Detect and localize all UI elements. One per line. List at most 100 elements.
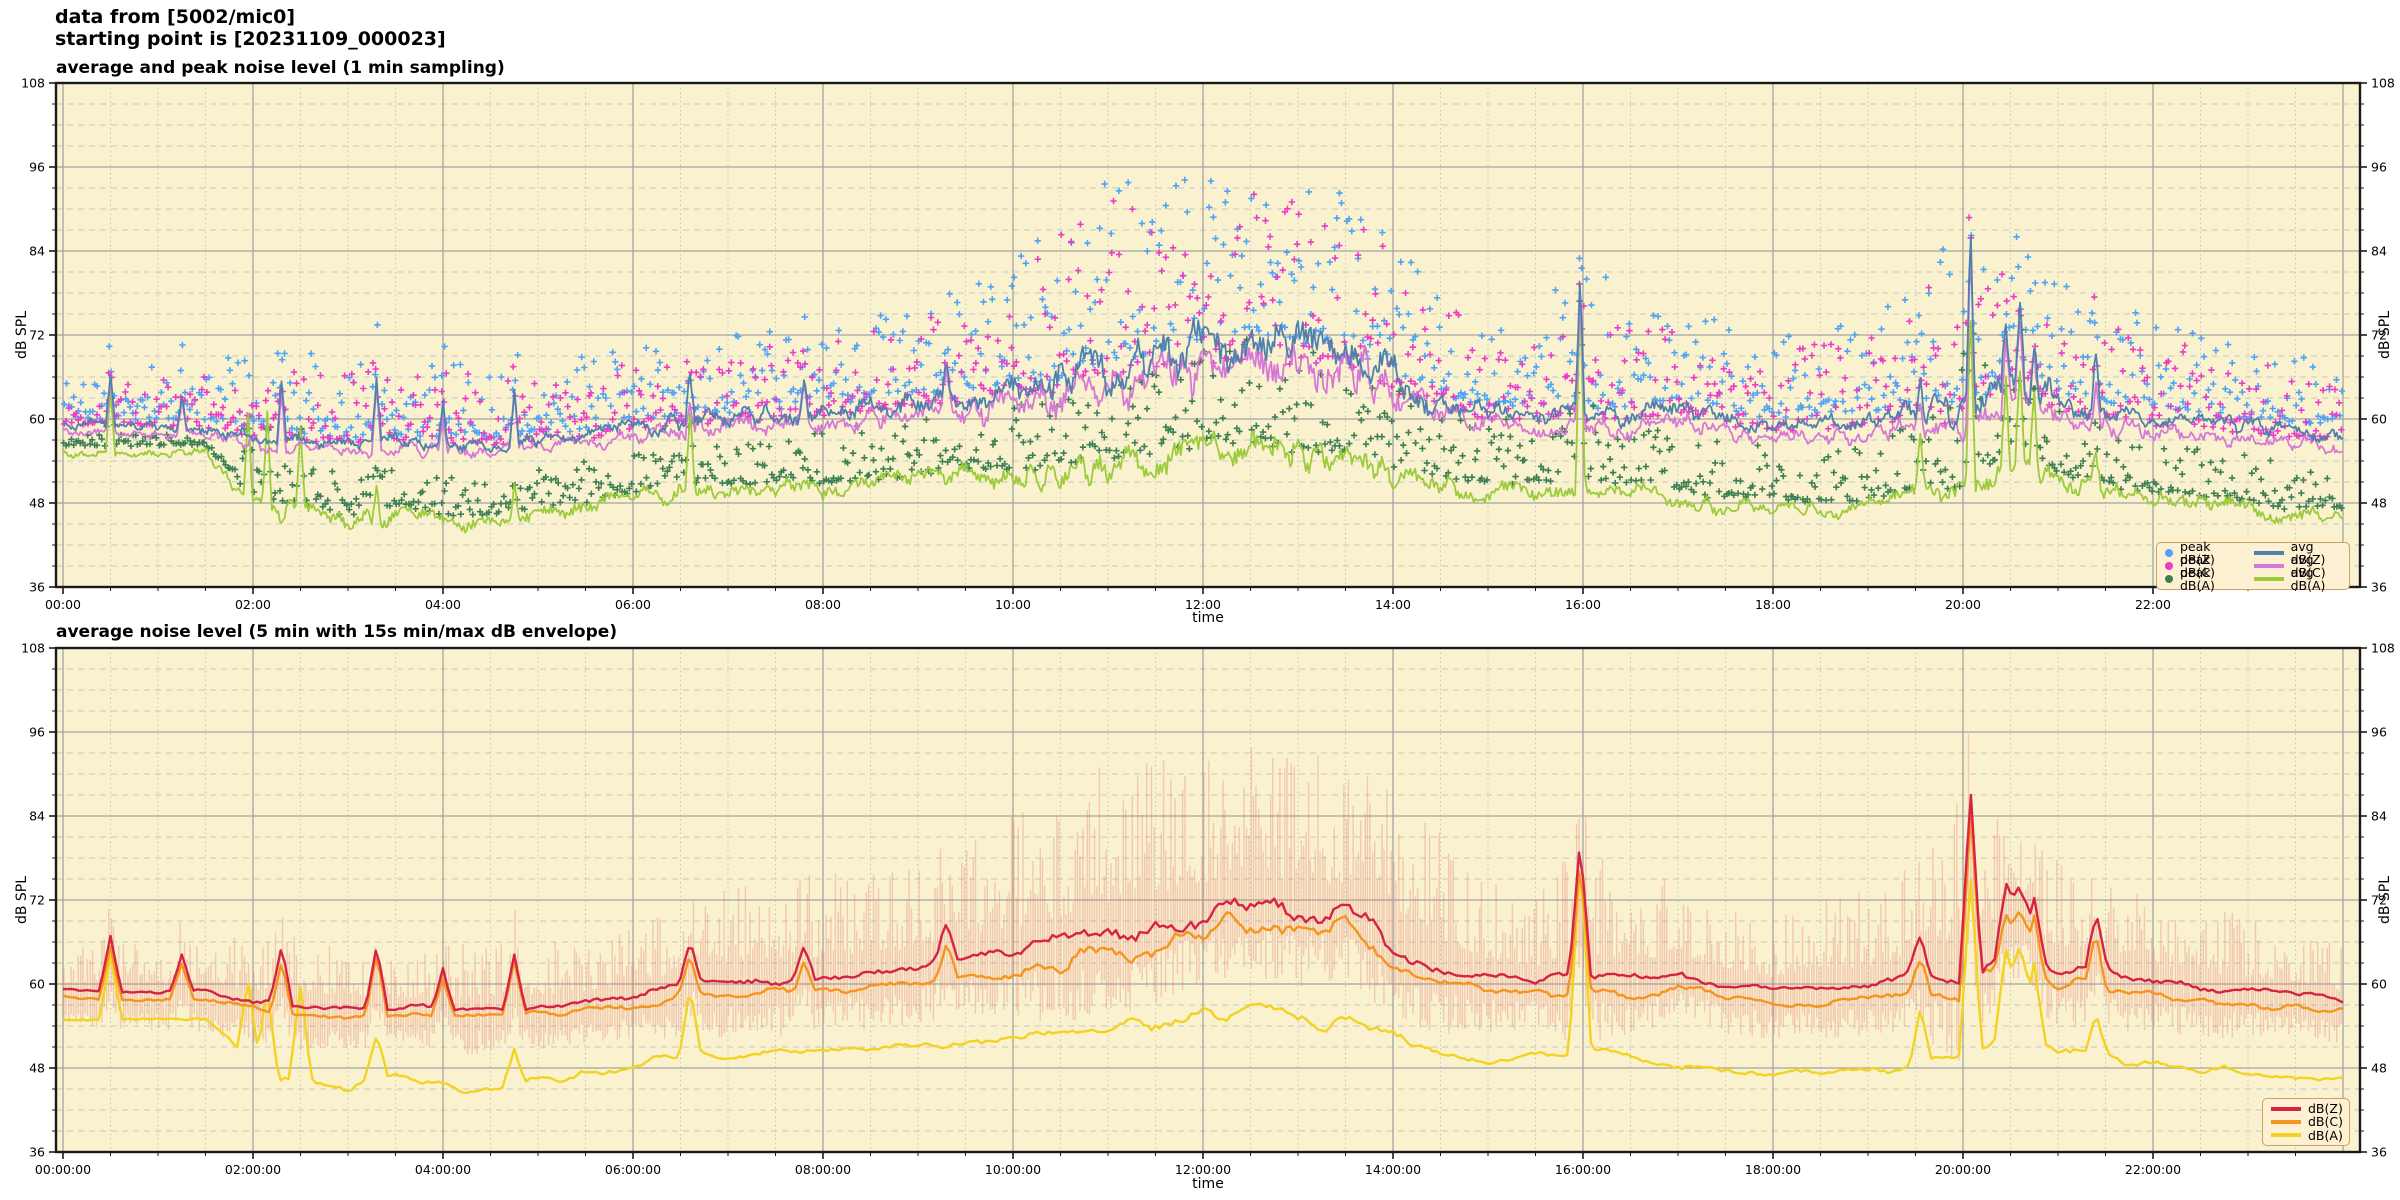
legend-col-peak: peak dB(Z) peak dB(C) peak dB(A) — [2165, 540, 2240, 592]
ytick-label-right: 36 — [2371, 580, 2387, 595]
xtick-label: 16:00:00 — [1555, 1162, 1611, 1177]
bottom-ylabel-right: dB SPL — [2377, 875, 2393, 925]
legend-label: dB(C) — [2308, 1114, 2343, 1130]
xtick-label: 20:00:00 — [1935, 1162, 1991, 1177]
ytick-label-right: 48 — [2371, 1061, 2387, 1076]
legend-col-5min: dB(Z) dB(C) dB(A) — [2271, 1102, 2343, 1142]
ytick-label: 36 — [29, 1145, 45, 1160]
ytick-label: 48 — [29, 1061, 45, 1076]
ytick-label-right: 48 — [2371, 496, 2387, 511]
ytick-label: 108 — [21, 641, 45, 656]
ytick-label-right: 84 — [2371, 244, 2387, 259]
xtick-label: 08:00 — [805, 597, 841, 612]
top-xlabel: time — [1192, 610, 1224, 626]
ytick-label-right: 108 — [2371, 76, 2395, 91]
ytick-label: 72 — [29, 893, 45, 908]
legend-item-peak-dbc: peak dB(C) — [2165, 553, 2240, 579]
ytick-label: 84 — [29, 244, 45, 259]
xtick-label: 00:00 — [45, 597, 81, 612]
xtick-label: 10:00 — [995, 597, 1031, 612]
peak-dbz-marker-icon — [2165, 548, 2173, 557]
ytick-label-right: 72 — [2371, 893, 2387, 908]
xtick-label: 02:00:00 — [225, 1162, 281, 1177]
bottom-chart-series — [62, 734, 2344, 1095]
xtick-label: 06:00:00 — [605, 1162, 661, 1177]
bottom-xlabel: time — [1192, 1176, 1224, 1192]
top-ylabel-left: dB SPL — [14, 310, 30, 360]
ytick-label-right: 96 — [2371, 725, 2387, 740]
ytick-label-right: 60 — [2371, 977, 2387, 992]
xtick-label: 16:00 — [1565, 597, 1601, 612]
legend-item-avg-dba: avg dB(A) — [2253, 566, 2341, 592]
peak-dba-marker-icon — [2165, 575, 2173, 584]
ytick-label-right: 84 — [2371, 809, 2387, 824]
header-line1: data from [5002/mic0] — [55, 6, 296, 28]
line-avg-db-c- — [62, 258, 2344, 460]
legend-label: avg dB(Z) — [2290, 538, 2326, 567]
legend-item-dba: dB(A) — [2271, 1129, 2343, 1142]
top-chart-title: average and peak noise level (1 min samp… — [56, 58, 505, 78]
xtick-label: 22:00:00 — [2125, 1162, 2181, 1177]
xtick-label: 20:00 — [1945, 597, 1981, 612]
dba-marker-icon — [2271, 1133, 2301, 1138]
legend-item-peak-dbz: peak dB(Z) — [2165, 540, 2240, 566]
line-db-a- — [62, 872, 2344, 1095]
line-db-z- — [62, 793, 2344, 1012]
top-ylabel-right: dB SPL — [2377, 310, 2393, 360]
peak-dbc-marker-icon — [2165, 561, 2173, 570]
xtick-label: 10:00:00 — [985, 1162, 1041, 1177]
xtick-label: 12:00 — [1185, 597, 1221, 612]
xtick-label: 18:00:00 — [1745, 1162, 1801, 1177]
xtick-label: 14:00:00 — [1365, 1162, 1421, 1177]
ytick-label: 108 — [21, 76, 45, 91]
avg-dba-marker-icon — [2253, 577, 2284, 582]
legend-col-avg: avg dB(Z) avg dB(C) avg dB(A) — [2253, 540, 2341, 592]
xtick-label: 22:00 — [2135, 597, 2171, 612]
bottom-chart-legend: dB(Z) dB(C) dB(A) — [2262, 1098, 2350, 1146]
legend-item-avg-dbc: avg dB(C) — [2253, 553, 2341, 579]
legend-item-dbz: dB(Z) — [2271, 1102, 2343, 1115]
ytick-label: 36 — [29, 580, 45, 595]
ytick-label-right: 96 — [2371, 160, 2387, 175]
top-chart-legend: peak dB(Z) peak dB(C) peak dB(A) avg dB(… — [2156, 540, 2350, 592]
legend-label: dB(A) — [2308, 1127, 2343, 1143]
top-chart-series — [60, 176, 2346, 534]
xtick-label: 14:00 — [1375, 597, 1411, 612]
legend-label: avg dB(A) — [2290, 565, 2326, 594]
ytick-label-right: 108 — [2371, 641, 2395, 656]
line-db-c- — [62, 813, 2344, 1020]
avg-dbc-marker-icon — [2253, 563, 2284, 568]
legend-label: dB(Z) — [2308, 1101, 2343, 1117]
xtick-label: 06:00 — [615, 597, 651, 612]
ytick-label: 60 — [29, 977, 45, 992]
xtick-label: 02:00 — [235, 597, 271, 612]
legend-label: peak dB(Z) — [2180, 538, 2215, 567]
header-line2: starting point is [20231109_000023] — [55, 28, 446, 50]
ytick-label: 72 — [29, 328, 45, 343]
xtick-label: 18:00 — [1755, 597, 1791, 612]
dbc-marker-icon — [2271, 1119, 2301, 1124]
xtick-label: 00:00:00 — [35, 1162, 91, 1177]
ytick-label: 60 — [29, 412, 45, 427]
legend-item-dbc: dB(C) — [2271, 1115, 2343, 1128]
legend-label: avg dB(C) — [2290, 551, 2326, 580]
dbz-marker-icon — [2271, 1106, 2301, 1111]
xtick-label: 08:00:00 — [795, 1162, 851, 1177]
ytick-label: 48 — [29, 496, 45, 511]
bottom-ylabel-left: dB SPL — [14, 875, 30, 925]
xtick-label: 12:00:00 — [1175, 1162, 1231, 1177]
legend-label: peak dB(A) — [2180, 565, 2215, 594]
legend-item-peak-dba: peak dB(A) — [2165, 566, 2240, 592]
legend-label: peak dB(C) — [2180, 551, 2215, 580]
ytick-label-right: 36 — [2371, 1145, 2387, 1160]
ytick-label: 84 — [29, 809, 45, 824]
ytick-label-right: 60 — [2371, 412, 2387, 427]
bottom-chart-title: average noise level (5 min with 15s min/… — [56, 622, 618, 642]
line-avg-db-z- — [62, 234, 2344, 454]
ytick-label: 96 — [29, 160, 45, 175]
line-avg-db-a- — [62, 304, 2344, 534]
legend-item-avg-dbz: avg dB(Z) — [2253, 540, 2341, 566]
xtick-label: 04:00:00 — [415, 1162, 471, 1177]
xtick-label: 04:00 — [425, 597, 461, 612]
ytick-label-right: 72 — [2371, 328, 2387, 343]
